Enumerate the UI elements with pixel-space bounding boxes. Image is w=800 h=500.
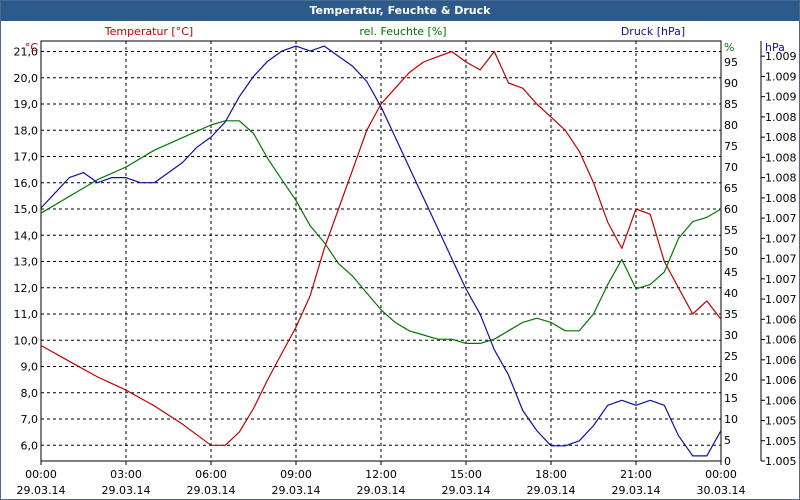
left-tick-label: 14,0 [14, 229, 39, 242]
right2-tick-label: 1.006 [765, 313, 797, 326]
x-tick-label-date: 30.03.14 [697, 484, 746, 497]
x-tick-label-date: 29.03.14 [17, 484, 66, 497]
right1-tick-label: 30 [724, 329, 738, 342]
right2-tick-label: 1.006 [765, 354, 797, 367]
right2-tick-label: 1.009 [765, 70, 797, 83]
x-tick-label-time: 03:00 [110, 468, 142, 481]
left-axis-label: Temperatur [°C] [104, 25, 193, 38]
x-tick-label-time: 00:00 [705, 468, 737, 481]
right2-tick-label: 1.009 [765, 50, 797, 63]
right2-tick-label: 1.005 [765, 415, 797, 428]
right2-tick-label: 1.007 [765, 212, 797, 225]
right1-tick-label: 95 [724, 56, 738, 69]
pressure-line [40, 45, 722, 457]
right2-tick-label: 1.008 [765, 131, 797, 144]
x-tick-label-date: 29.03.14 [357, 484, 406, 497]
right1-tick-label: 35 [724, 308, 738, 321]
x-tick-label-time: 09:00 [280, 468, 312, 481]
x-tick-label-date: 29.03.14 [102, 484, 151, 497]
right2-tick-label: 1.005 [765, 455, 797, 468]
right2-axis-label: Druck [hPa] [621, 25, 685, 38]
left-tick-label: 17,0 [14, 151, 39, 164]
x-tick-label-time: 15:00 [450, 468, 482, 481]
left-tick-label: 16,0 [14, 177, 39, 190]
right2-tick-label: 1.008 [765, 111, 797, 124]
right1-tick-label: 60 [724, 203, 738, 216]
right1-tick-label: 65 [724, 182, 738, 195]
left-tick-label: 19,0 [14, 98, 39, 111]
right1-axis-label: rel. Feuchte [%] [359, 25, 446, 38]
left-tick-label: 20,0 [14, 72, 39, 85]
left-tick-label: 21,0 [14, 46, 39, 59]
window-title: Temperatur, Feuchte & Druck [1, 1, 799, 21]
x-tick-label-date: 29.03.14 [442, 484, 491, 497]
left-tick-label: 15,0 [14, 203, 39, 216]
right2-tick-label: 1.008 [765, 192, 797, 205]
right2-axis-unit: hPa [765, 41, 785, 54]
left-tick-label: 10,0 [14, 334, 39, 347]
right2-tick-label: 1.008 [765, 151, 797, 164]
right2-tick-label: 1.008 [765, 172, 797, 185]
right2-tick-label: 1.007 [765, 293, 797, 306]
left-tick-label: 12,0 [14, 282, 39, 295]
left-tick-label: 13,0 [14, 256, 39, 269]
x-tick-label-time: 12:00 [365, 468, 397, 481]
left-tick-label: 7,0 [21, 413, 39, 426]
right2-tick-label: 1.007 [765, 253, 797, 266]
right1-tick-label: 50 [724, 245, 738, 258]
right2-tick-label: 1.006 [765, 374, 797, 387]
x-tick-label-time: 18:00 [535, 468, 567, 481]
x-tick-label-date: 29.03.14 [612, 484, 661, 497]
x-tick-label-time: 00:00 [25, 468, 57, 481]
left-tick-label: 6,0 [21, 439, 39, 452]
temperature-line [40, 50, 722, 446]
x-tick-label-date: 29.03.14 [272, 484, 321, 497]
right2-tick-label: 1.007 [765, 273, 797, 286]
right2-tick-label: 1.009 [765, 91, 797, 104]
right2-tick-label: 1.006 [765, 334, 797, 347]
right2-tick-label: 1.005 [765, 435, 797, 448]
left-tick-label: 18,0 [14, 124, 39, 137]
right1-tick-label: 55 [724, 224, 738, 237]
left-axis-unit: °C [25, 41, 39, 54]
right1-tick-label: 20 [724, 371, 738, 384]
x-tick-label-date: 29.03.14 [527, 484, 576, 497]
right1-axis-unit: % [724, 41, 734, 54]
left-tick-label: 9,0 [21, 361, 39, 374]
right1-tick-label: 90 [724, 77, 738, 90]
right1-tick-label: 70 [724, 161, 738, 174]
right1-tick-label: 85 [724, 98, 738, 111]
right1-tick-label: 25 [724, 350, 738, 363]
left-tick-label: 8,0 [21, 387, 39, 400]
right1-tick-label: 10 [724, 413, 738, 426]
right2-tick-label: 1.007 [765, 232, 797, 245]
right1-tick-label: 45 [724, 266, 738, 279]
right1-tick-label: 15 [724, 392, 738, 405]
right1-tick-label: 80 [724, 119, 738, 132]
right1-tick-label: 40 [724, 287, 738, 300]
right1-tick-label: 5 [724, 434, 731, 447]
right1-tick-label: 75 [724, 140, 738, 153]
x-tick-label-time: 06:00 [195, 468, 227, 481]
left-tick-label: 11,0 [14, 308, 39, 321]
x-tick-label-time: 21:00 [620, 468, 652, 481]
x-tick-label-date: 29.03.14 [187, 484, 236, 497]
right1-tick-label: 0 [724, 455, 731, 468]
right2-tick-label: 1.006 [765, 394, 797, 407]
